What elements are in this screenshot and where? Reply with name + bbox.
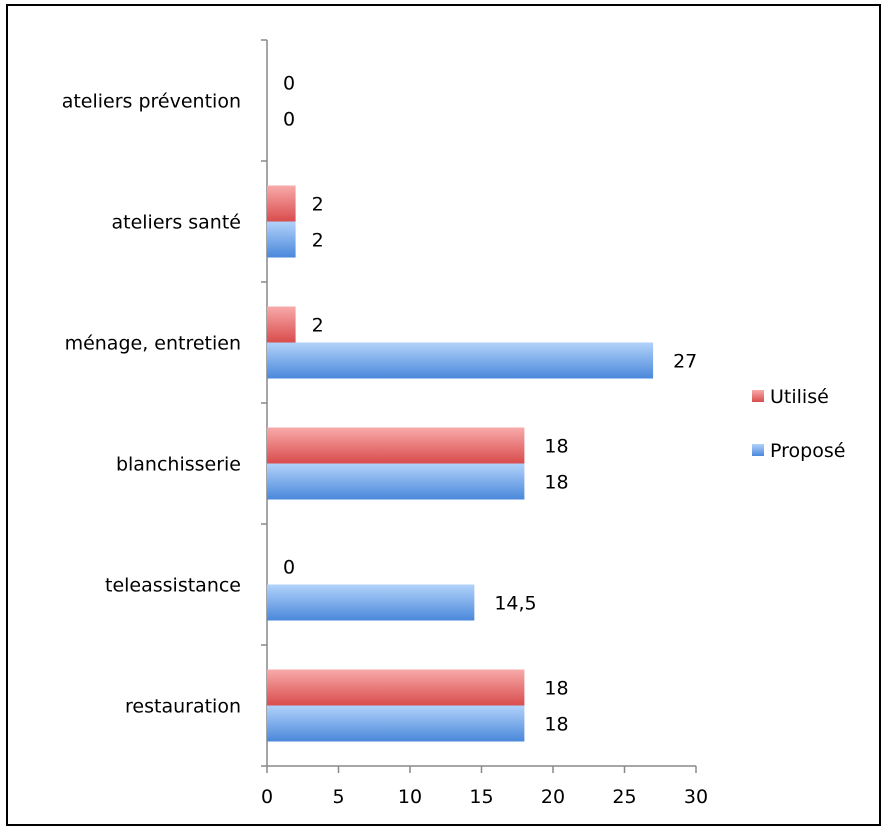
data-label: 18 — [544, 472, 568, 494]
chart-frame: 0 5 10 15 20 25 30 restauration 18 18 teleassista… — [6, 4, 881, 826]
legend-label: Proposé — [770, 440, 845, 462]
data-label: 2 — [312, 230, 324, 252]
x-tick-label: 30 — [684, 786, 708, 808]
bars — [267, 185, 654, 742]
data-label: 0 — [283, 557, 295, 579]
x-tick-label: 20 — [541, 786, 565, 808]
category-label: ateliers prévention — [62, 91, 241, 113]
data-label: 2 — [312, 315, 324, 337]
x-tick-label: 10 — [398, 786, 422, 808]
category-label: restauration — [125, 696, 241, 718]
bar-propose — [267, 705, 525, 742]
bar-propose — [267, 463, 525, 500]
bar-utilise — [267, 306, 296, 343]
bar-propose — [267, 342, 654, 379]
legend-swatch — [752, 390, 764, 402]
bar-propose — [267, 221, 296, 258]
axes: 0 5 10 15 20 25 30 — [261, 39, 708, 808]
bar-chart: 0 5 10 15 20 25 30 restauration1818teleassista… — [62, 39, 845, 808]
data-label: 0 — [283, 109, 295, 131]
labels: restauration 18 18 teleassistance 0 14,5 blanc… — [62, 73, 698, 736]
x-tick-label: 0 — [261, 786, 273, 808]
data-label: 27 — [673, 351, 697, 373]
category-label: teleassistance — [105, 575, 241, 597]
category-label: ménage, entretien — [65, 333, 241, 355]
bar-utilise — [267, 427, 525, 464]
data-label: 18 — [544, 714, 568, 736]
bar-utilise — [267, 669, 525, 706]
bar-utilise — [267, 185, 296, 222]
data-label: 18 — [544, 678, 568, 700]
legend-swatch — [752, 444, 764, 456]
data-label: 0 — [283, 73, 295, 95]
category-label: ateliers santé — [111, 212, 241, 234]
bar-propose — [267, 584, 475, 621]
legend-label: Utilisé — [770, 386, 829, 408]
category-label: blanchisserie — [116, 454, 241, 476]
x-tick-label: 5 — [332, 786, 344, 808]
x-tick-label: 25 — [612, 786, 636, 808]
data-label: 2 — [312, 194, 324, 216]
data-label: 14,5 — [494, 593, 536, 615]
x-tick-label: 15 — [469, 786, 493, 808]
data-label: 18 — [544, 436, 568, 458]
legend: Utilisé Proposé — [752, 386, 845, 462]
